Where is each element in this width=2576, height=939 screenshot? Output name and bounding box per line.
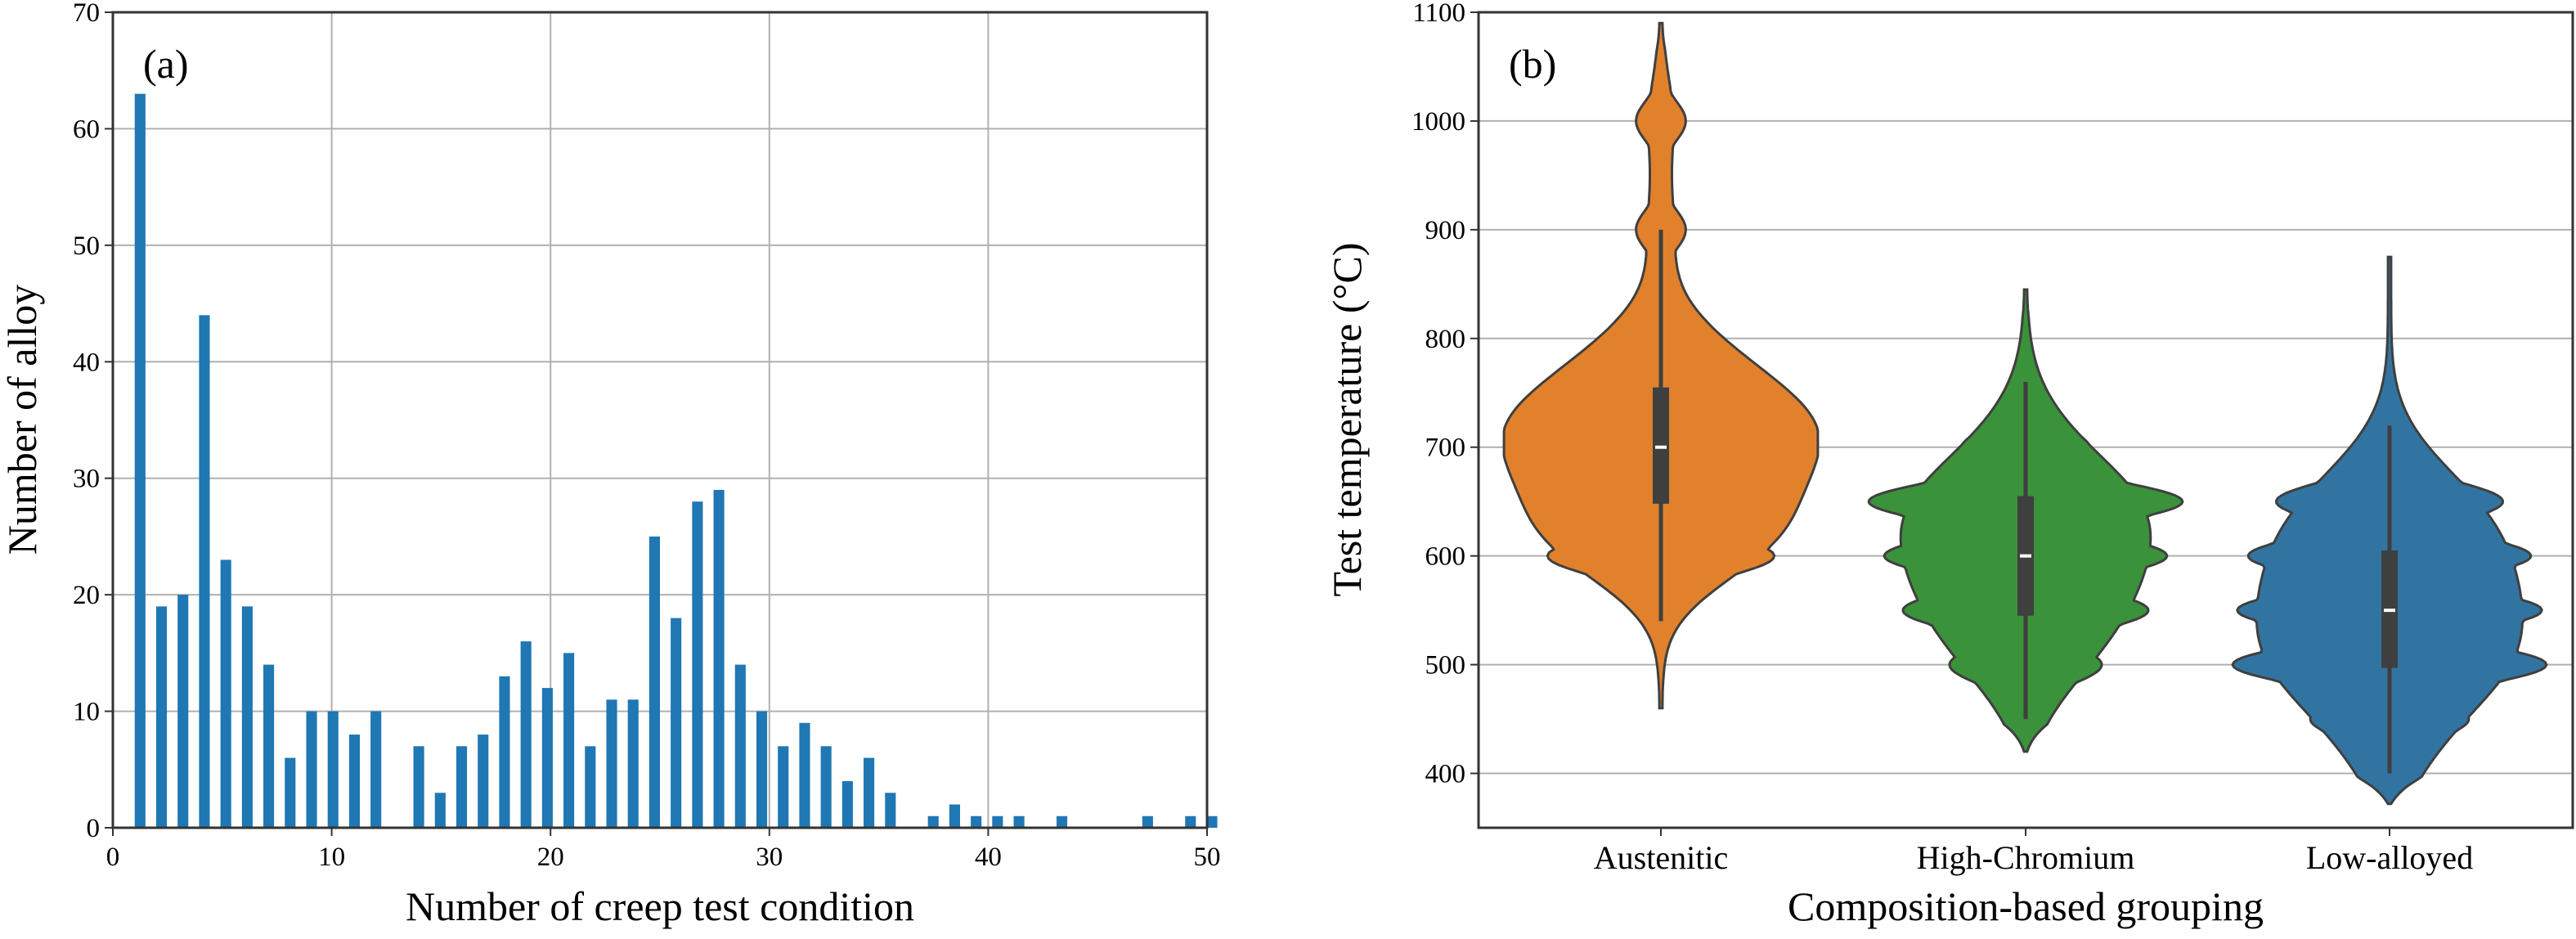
bar: [864, 757, 875, 828]
y-tick-label: 10: [73, 698, 100, 727]
bar: [949, 804, 960, 828]
bar: [734, 664, 746, 828]
y-tick-label: 800: [1425, 325, 1466, 354]
bar: [885, 793, 896, 828]
y-tick-label: 900: [1425, 216, 1466, 245]
bar: [478, 735, 489, 828]
bar: [413, 746, 424, 828]
bar: [155, 606, 168, 828]
y-tick-label: 1100: [1412, 0, 1465, 28]
bar: [370, 711, 382, 828]
x-tick-label: 0: [106, 842, 120, 872]
panel-tag-a: (a): [143, 41, 189, 87]
y-tick-label: 60: [73, 115, 100, 144]
plot-frame-a: [111, 11, 1209, 829]
bar: [606, 699, 617, 828]
bar: [241, 606, 253, 828]
bar: [756, 711, 768, 828]
y-tick-label: 700: [1425, 434, 1466, 463]
x-tick-label: 20: [537, 842, 564, 872]
y-axis-title-a: Number of alloy: [0, 285, 45, 555]
bar: [263, 664, 275, 828]
category-label: Low-alloyed: [2306, 839, 2473, 876]
bar: [971, 815, 982, 828]
bar: [841, 781, 853, 828]
bar: [1185, 815, 1196, 828]
bar: [285, 757, 296, 828]
bars-a: [134, 93, 1218, 828]
bar: [927, 815, 939, 828]
category-label: High-Chromium: [1917, 839, 2135, 876]
y-axis-title-b: Test temperature (°C): [1324, 243, 1370, 597]
y-tick-label: 600: [1425, 542, 1466, 572]
bar: [799, 722, 810, 828]
y-tick-label: 1000: [1411, 107, 1465, 137]
bar: [585, 746, 596, 828]
bar: [348, 735, 361, 828]
bar: [134, 93, 146, 828]
bar: [671, 618, 682, 828]
category-label: Austenitic: [1594, 839, 1728, 876]
bar: [563, 653, 575, 828]
x-tick-label: 40: [975, 842, 1002, 872]
y-tick-label: 40: [73, 348, 100, 377]
bar: [820, 746, 832, 828]
bar: [1056, 815, 1068, 828]
bar: [778, 746, 789, 828]
violins-b: [1502, 21, 2548, 806]
y-tick-label: 500: [1425, 651, 1466, 681]
bar: [327, 711, 339, 828]
x-axis-title-b: Composition-based grouping: [1788, 883, 2264, 929]
bar: [713, 489, 725, 828]
bar: [1013, 815, 1025, 828]
panel-tag-b: (b): [1509, 41, 1556, 87]
bar: [456, 746, 468, 828]
bar: [177, 595, 189, 828]
x-tick-label: 10: [318, 842, 345, 872]
y-tick-label: 50: [73, 231, 100, 261]
violin-panel: 400 500 600 700 800 900 1000 1100 Austenitic High…: [1324, 0, 2574, 929]
bar: [692, 501, 703, 828]
ticks-a: 0 10 20 30 40 50 60 70 0 10 20 30 40 50: [73, 0, 1221, 872]
x-tick-label: 30: [756, 842, 783, 872]
x-tick-label: 50: [1194, 842, 1221, 872]
x-axis-title-a: Number of creep test condition: [406, 883, 914, 929]
y-tick-label: 20: [73, 581, 100, 610]
bar: [1206, 815, 1218, 828]
y-tick-label: 30: [73, 465, 100, 494]
bar: [199, 315, 210, 828]
bar: [992, 815, 1003, 828]
bar: [627, 699, 639, 828]
bar: [434, 793, 446, 828]
y-tick-label: 0: [87, 814, 101, 843]
bar: [220, 559, 231, 828]
bar: [499, 676, 510, 828]
histogram-panel: 0 10 20 30 40 50 60 70 0 10 20 30 40 50 (a) Number of…: [0, 0, 1221, 929]
y-tick-label: 70: [73, 0, 100, 28]
y-tick-label: 400: [1425, 760, 1466, 789]
bar: [1142, 815, 1153, 828]
bar: [306, 711, 317, 828]
bar: [520, 641, 532, 828]
bar: [541, 688, 553, 828]
ticks-b: 400 500 600 700 800 900 1000 1100 Austenitic High…: [1411, 0, 2473, 876]
bar: [648, 536, 660, 828]
